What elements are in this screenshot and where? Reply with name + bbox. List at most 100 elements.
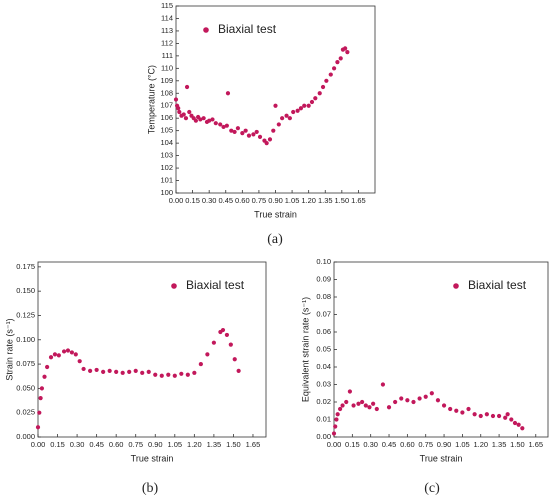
y-tick-label: 0.04 [316,362,331,371]
point [367,405,372,410]
point [38,396,43,401]
x-tick-label: 1.05 [167,440,182,449]
point [335,60,340,65]
point [81,366,86,372]
x-tick-label: 1.05 [285,196,300,205]
point [213,121,218,126]
y-tick-label: 100 [160,188,173,197]
x-tick-label: 1.35 [207,440,222,449]
point [198,117,203,122]
point [335,412,340,417]
point [417,396,422,401]
caption: (b) [142,481,159,496]
point [88,368,93,373]
x-tick-label: 1.65 [246,440,261,449]
point [220,327,226,333]
x-tick-label: 0.45 [218,196,233,205]
point [146,369,151,374]
point [435,398,441,403]
x-tick-label: 0.15 [50,440,65,449]
y-tick-label: 112 [161,38,173,47]
point [56,353,61,358]
y-tick-label: 0.00 [316,432,331,441]
point [380,382,386,387]
y-tick-label: 101 [160,176,173,185]
y-tick-label: 115 [161,1,173,10]
point [306,103,311,108]
x-tick-label: 0.90 [268,196,283,205]
point [393,399,398,405]
point [107,368,112,373]
x-tick-label: 1.20 [301,196,316,205]
point [287,116,292,121]
point [179,371,184,376]
point [69,350,74,355]
point [317,91,322,96]
point [243,128,248,133]
point [273,103,278,108]
y-tick-label: 0.01 [316,414,331,423]
plot-frame [37,261,267,438]
point [236,368,241,373]
legend-label: Biaxial test [468,278,527,292]
point [496,413,502,419]
y-tick-label: 110 [161,63,173,72]
point [35,425,41,430]
x-tick-label: 0.45 [382,440,397,449]
point [338,406,343,412]
legend-marker [203,27,209,33]
y-tick-label: 0.125 [16,310,35,319]
x-tick-label: 0.60 [400,440,415,449]
x-tick-label: 1.65 [528,440,543,449]
point [441,403,447,408]
point [229,128,234,133]
point [333,424,338,429]
x-tick-label: 0.15 [185,196,200,205]
point [153,372,158,377]
point [133,368,138,373]
point [344,399,349,405]
y-tick-label: 109 [160,76,173,85]
point [77,359,82,364]
point [257,134,263,139]
caption: (a) [267,232,283,247]
point [187,109,192,115]
point [267,137,273,142]
point [356,401,361,406]
point [193,118,198,123]
point [405,398,410,403]
x-tick-label: 0.15 [345,440,360,449]
point [183,116,189,121]
point [302,103,307,108]
point [114,369,119,374]
point [221,124,226,130]
y-tick-label: 0.000 [16,432,35,441]
point [324,78,329,83]
y-tick-label: 0.05 [316,344,331,353]
x-tick-label: 0.00 [31,440,46,449]
point [351,403,356,408]
legend-label: Biaxial test [186,278,245,292]
point [340,403,345,408]
x-axis-label: True strain [420,453,463,463]
y-tick-label: 104 [160,138,173,147]
point [127,369,132,374]
x-tick-label: 1.05 [455,440,470,449]
point [320,84,326,90]
y-tick-label: 0.100 [16,335,35,344]
x-tick-label: 1.50 [510,440,525,449]
point [45,364,50,370]
point [347,389,352,394]
y-tick-label: 0.025 [16,408,35,417]
point [205,352,210,357]
point [478,413,483,419]
point [120,370,125,375]
point [276,122,281,127]
x-tick-label: 1.20 [187,440,202,449]
y-tick-label: 111 [162,51,173,60]
point [363,403,368,408]
point [73,352,78,357]
point [343,46,348,51]
x-tick-label: 0.75 [252,196,267,205]
